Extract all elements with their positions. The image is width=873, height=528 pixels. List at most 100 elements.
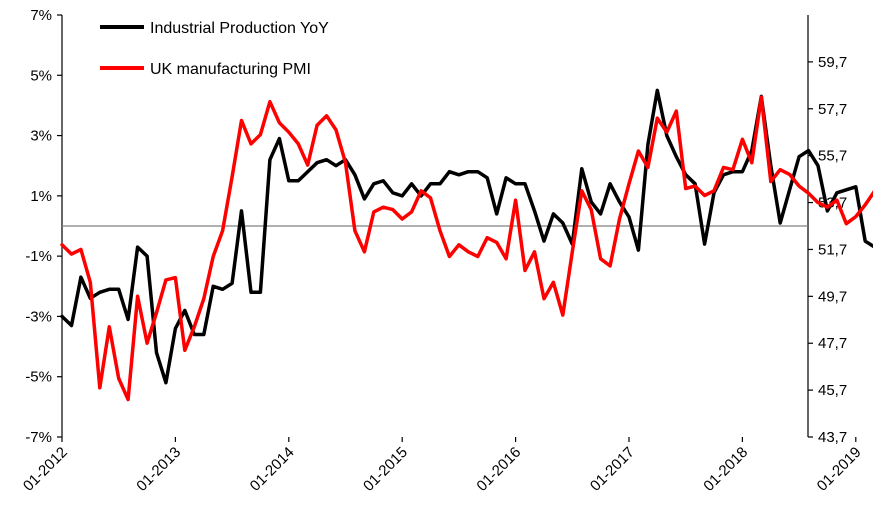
right-y-axis-ticks: 59,757,755,753,751,749,747,745,743,7 [808,54,847,446]
data-point-industrial-production-yoy [373,183,375,185]
legend-label-uk-manufacturing-pmi: UK manufacturing PMI [150,61,311,78]
series-line-industrial-production-yoy [60,88,873,385]
data-point-uk-manufacturing-pmi [392,208,394,211]
data-point-uk-manufacturing-pmi [552,281,555,284]
data-point-industrial-production-yoy [467,170,470,173]
data-point-industrial-production-yoy [193,333,196,336]
data-point-uk-manufacturing-pmi [80,248,82,251]
x-tick-label: 01-2016 [473,444,524,495]
data-point-uk-manufacturing-pmi [165,279,167,281]
right-tick-label: 57,7 [818,101,847,118]
data-point-industrial-production-yoy [628,216,630,218]
right-tick-label: 59,7 [818,54,847,71]
data-point-uk-manufacturing-pmi [637,150,640,152]
data-point-industrial-production-yoy [486,177,489,179]
data-point-uk-manufacturing-pmi [826,206,829,208]
data-point-industrial-production-yoy [864,240,866,242]
data-point-uk-manufacturing-pmi [798,185,800,187]
data-point-industrial-production-yoy [165,381,167,384]
data-point-industrial-production-yoy [439,183,441,185]
data-point-industrial-production-yoy [174,327,177,330]
data-point-industrial-production-yoy [562,222,564,224]
data-point-uk-manufacturing-pmi [203,297,205,300]
data-point-uk-manufacturing-pmi [741,138,744,141]
data-point-industrial-production-yoy [221,288,224,291]
data-point-uk-manufacturing-pmi [514,199,517,201]
data-point-industrial-production-yoy [259,291,262,294]
data-point-uk-manufacturing-pmi [250,143,252,145]
data-point-industrial-production-yoy [155,351,158,354]
data-point-uk-manufacturing-pmi [855,215,857,218]
data-point-uk-manufacturing-pmi [495,241,498,244]
data-point-industrial-production-yoy [524,183,526,185]
data-point-uk-manufacturing-pmi [410,211,413,213]
data-point-industrial-production-yoy [448,170,451,173]
x-tick-label: 01-2018 [700,444,751,495]
data-point-industrial-production-yoy [288,180,290,182]
data-point-industrial-production-yoy [212,285,214,288]
data-point-industrial-production-yoy [203,333,205,336]
data-point-industrial-production-yoy [807,149,810,152]
data-point-uk-manufacturing-pmi [363,251,366,253]
data-point-uk-manufacturing-pmi [751,161,753,164]
data-point-uk-manufacturing-pmi [316,124,318,126]
data-point-uk-manufacturing-pmi [599,258,602,260]
data-point-uk-manufacturing-pmi [193,326,196,328]
x-tick-label: 01-2012 [20,444,71,495]
data-point-industrial-production-yoy [80,276,82,279]
left-y-axis-ticks: 7% 5% 3% 1% -1% -3% -5% -7% [25,7,62,446]
series-line-uk-manufacturing-pmi [60,95,873,402]
data-point-uk-manufacturing-pmi [344,161,347,164]
data-point-industrial-production-yoy [533,210,536,212]
data-point-industrial-production-yoy [250,291,252,294]
data-point-uk-manufacturing-pmi [590,208,592,211]
data-point-industrial-production-yoy [618,201,621,203]
data-point-uk-manufacturing-pmi [458,244,460,246]
data-point-uk-manufacturing-pmi [278,122,281,124]
data-point-uk-manufacturing-pmi [807,192,810,194]
data-point-uk-manufacturing-pmi [836,199,838,201]
data-point-industrial-production-yoy [146,255,148,257]
data-point-industrial-production-yoy [429,183,432,185]
x-tick-label: 01-2015 [360,444,411,495]
left-tick-label: -7% [25,429,52,446]
data-point-uk-manufacturing-pmi [609,265,611,267]
data-point-industrial-production-yoy [599,213,602,215]
series-points-uk-manufacturing-pmi [61,96,866,401]
data-point-industrial-production-yoy [184,309,186,312]
data-point-uk-manufacturing-pmi [439,229,441,232]
data-point-uk-manufacturing-pmi [732,168,734,171]
data-point-industrial-production-yoy [788,189,791,191]
data-point-uk-manufacturing-pmi [675,110,678,112]
data-point-industrial-production-yoy [316,161,318,164]
data-point-industrial-production-yoy [269,158,271,161]
data-point-uk-manufacturing-pmi [524,269,526,272]
data-point-uk-manufacturing-pmi [467,251,470,253]
left-tick-label: 7% [30,7,52,24]
data-point-uk-manufacturing-pmi [174,276,177,279]
data-point-uk-manufacturing-pmi [259,133,262,136]
legend-item-industrial-production: Industrial Production YoY [100,20,329,37]
data-point-industrial-production-yoy [845,189,848,191]
data-point-uk-manufacturing-pmi [325,115,328,117]
data-point-uk-manufacturing-pmi [297,143,300,145]
data-point-industrial-production-yoy [136,246,139,248]
right-tick-label: 51,7 [818,241,847,258]
data-point-industrial-production-yoy [99,291,101,294]
data-point-industrial-production-yoy [675,155,678,158]
data-point-industrial-production-yoy [458,174,460,176]
data-point-uk-manufacturing-pmi [628,183,630,185]
left-tick-label: 1% [30,188,52,205]
data-point-uk-manufacturing-pmi [486,236,489,239]
data-point-uk-manufacturing-pmi [108,326,111,328]
data-point-uk-manufacturing-pmi [335,129,337,131]
left-tick-label: 5% [30,67,52,84]
data-point-uk-manufacturing-pmi [401,218,404,220]
data-point-industrial-production-yoy [231,282,233,285]
data-point-uk-manufacturing-pmi [703,194,706,197]
right-tick-label: 43,7 [818,429,847,446]
data-point-industrial-production-yoy [779,222,781,224]
data-point-industrial-production-yoy [410,183,413,185]
data-point-industrial-production-yoy [70,324,73,327]
